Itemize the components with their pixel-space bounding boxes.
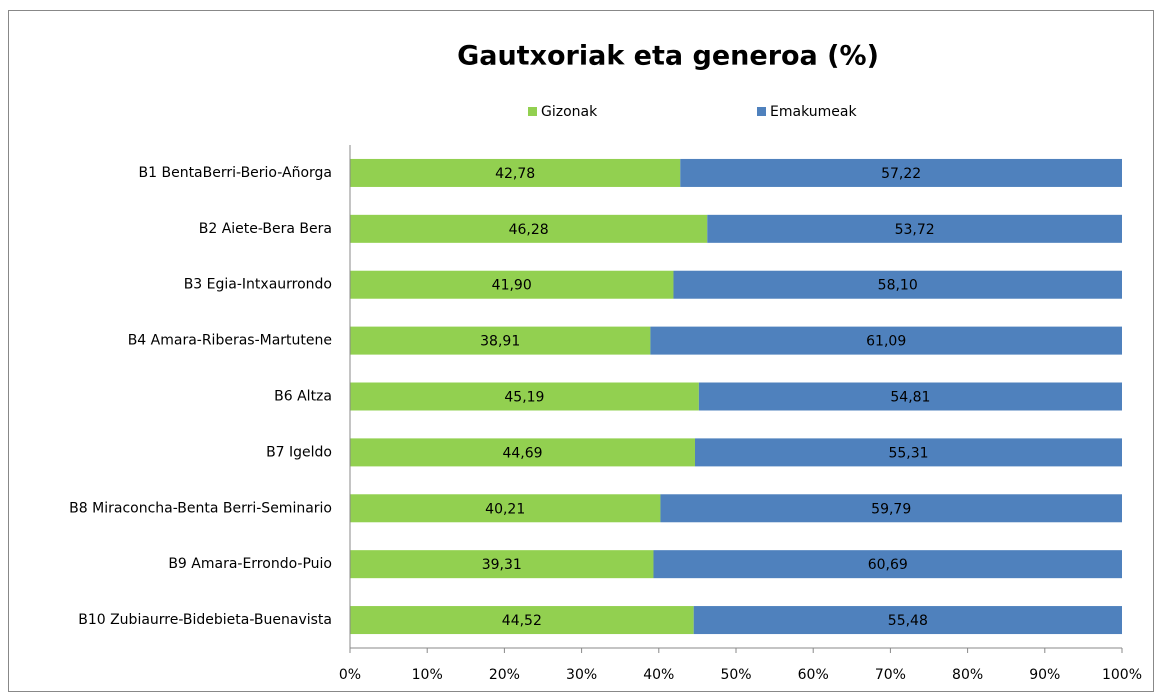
- data-label: 57,22: [881, 166, 921, 182]
- bar-segment: [660, 494, 1122, 523]
- y-tick-label: B2 Aiete-Bera Bera: [199, 221, 332, 237]
- legend-swatch: [757, 107, 766, 116]
- x-tick-label: 30%: [566, 667, 597, 683]
- y-tick-label: B10 Zubiaurre-Bidebieta-Buenavista: [78, 612, 332, 628]
- x-tick-label: 80%: [952, 667, 983, 683]
- x-tick-label: 40%: [643, 667, 674, 683]
- data-label: 53,72: [895, 222, 935, 238]
- y-tick-label: B1 BentaBerri-Berio-Añorga: [139, 165, 332, 181]
- bar-segment: [350, 326, 651, 355]
- bar-segment: [350, 494, 661, 523]
- x-tick-label: 60%: [798, 667, 829, 683]
- data-label: 61,09: [866, 334, 906, 350]
- y-tick-label: B6 Altza: [274, 389, 332, 405]
- bar-segment: [707, 214, 1122, 243]
- data-label: 45,19: [504, 390, 544, 406]
- data-label: 54,81: [890, 390, 930, 406]
- bar-segment: [698, 382, 1122, 411]
- x-tick-label: 90%: [1029, 667, 1060, 683]
- data-label: 44,69: [502, 445, 542, 461]
- y-tick-label: B8 Miraconcha-Benta Berri-Seminario: [69, 500, 332, 516]
- data-label: 41,90: [492, 278, 532, 294]
- x-tick-label: 70%: [875, 667, 906, 683]
- data-label: 44,52: [502, 613, 542, 629]
- bar-segment: [695, 438, 1122, 467]
- data-label: 38,91: [480, 334, 520, 350]
- bar-segment: [350, 270, 674, 299]
- data-label: 40,21: [485, 501, 525, 517]
- y-tick-label: B3 Egia-Intxaurrondo: [184, 277, 332, 293]
- data-label: 55,31: [888, 445, 928, 461]
- x-tick-label: 20%: [489, 667, 520, 683]
- bar-segment: [693, 606, 1122, 635]
- x-tick-label: 50%: [720, 667, 751, 683]
- x-tick-label: 0%: [339, 667, 361, 683]
- chart-title: Gautxoriak eta generoa (%): [457, 41, 879, 72]
- y-tick-label: B7 Igeldo: [266, 444, 332, 460]
- x-tick-label: 10%: [412, 667, 443, 683]
- data-label: 60,69: [868, 557, 908, 573]
- data-label: 59,79: [871, 501, 911, 517]
- y-tick-label: B4 Amara-Riberas-Martutene: [128, 333, 332, 349]
- bar-segment: [680, 158, 1122, 187]
- legend-label: Emakumeak: [770, 104, 857, 120]
- bar-segment: [350, 158, 681, 187]
- bar-segment: [350, 214, 708, 243]
- data-label: 39,31: [482, 557, 522, 573]
- legend-label: Gizonak: [541, 104, 598, 120]
- bar-segment: [350, 438, 696, 467]
- data-label: 46,28: [509, 222, 549, 238]
- bar-segment: [650, 326, 1122, 355]
- data-label: 55,48: [888, 613, 928, 629]
- y-tick-label: B9 Amara-Errondo-Puio: [168, 556, 332, 572]
- bar-segment: [673, 270, 1122, 299]
- bar-segment: [653, 550, 1122, 579]
- x-tick-label: 100%: [1102, 667, 1142, 683]
- legend-swatch: [528, 107, 537, 116]
- bar-segment: [350, 382, 699, 411]
- data-label: 42,78: [495, 166, 535, 182]
- bar-segment: [350, 550, 654, 579]
- data-label: 58,10: [878, 278, 918, 294]
- bar-segment: [350, 606, 694, 635]
